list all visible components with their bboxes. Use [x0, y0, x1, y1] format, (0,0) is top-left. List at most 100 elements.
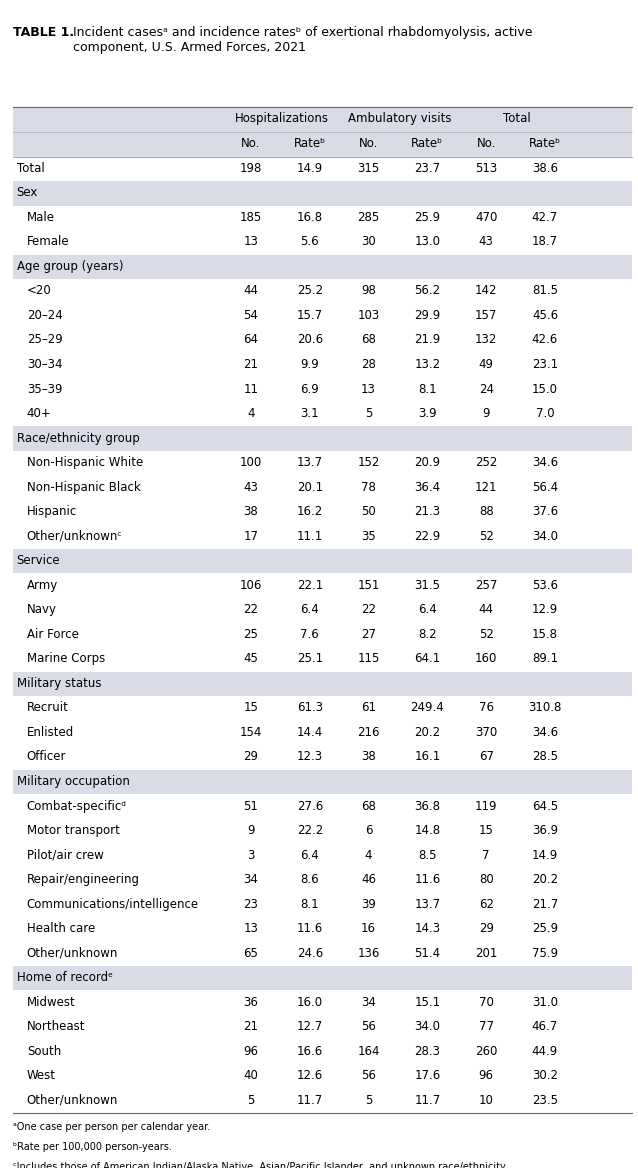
Text: 14.8: 14.8 [414, 825, 440, 837]
Text: 27: 27 [361, 628, 376, 641]
Text: 45: 45 [244, 653, 258, 666]
Text: 6.4: 6.4 [300, 849, 319, 862]
Text: 8.1: 8.1 [300, 898, 319, 911]
Text: 68: 68 [361, 334, 376, 347]
Text: 56.4: 56.4 [532, 481, 558, 494]
Text: 4: 4 [248, 408, 255, 420]
Text: 28: 28 [361, 359, 376, 371]
Text: 51.4: 51.4 [414, 947, 440, 960]
Text: 11.7: 11.7 [414, 1094, 440, 1107]
Text: 3.9: 3.9 [418, 408, 436, 420]
Text: 16.6: 16.6 [297, 1045, 323, 1058]
Text: Ambulatory visits: Ambulatory visits [348, 112, 451, 125]
Text: No.: No. [241, 137, 261, 150]
Text: 10: 10 [478, 1094, 494, 1107]
Text: 24: 24 [478, 383, 494, 396]
Text: 5: 5 [365, 408, 373, 420]
Text: ᵃOne case per person per calendar year.: ᵃOne case per person per calendar year. [13, 1122, 210, 1133]
Text: 9: 9 [248, 825, 255, 837]
Text: 151: 151 [357, 579, 380, 592]
Text: 22.1: 22.1 [297, 579, 323, 592]
Text: 12.3: 12.3 [297, 751, 323, 764]
Text: 12.7: 12.7 [297, 1021, 323, 1034]
Text: 67: 67 [478, 751, 494, 764]
Text: 103: 103 [357, 310, 380, 322]
Text: 8.6: 8.6 [300, 874, 319, 887]
Text: Hispanic: Hispanic [27, 506, 77, 519]
Text: 4: 4 [365, 849, 373, 862]
Text: 15.0: 15.0 [532, 383, 558, 396]
Text: 21.7: 21.7 [532, 898, 558, 911]
Text: 61: 61 [361, 702, 376, 715]
Text: Incident casesᵃ and incidence ratesᵇ of exertional rhabdomyolysis, active
compon: Incident casesᵃ and incidence ratesᵇ of … [73, 26, 533, 54]
Text: 22: 22 [361, 604, 376, 617]
Text: 30.2: 30.2 [532, 1070, 558, 1083]
Text: 513: 513 [475, 162, 497, 175]
Text: 310.8: 310.8 [528, 702, 561, 715]
Text: 62: 62 [478, 898, 494, 911]
Text: 21: 21 [244, 359, 258, 371]
Text: 164: 164 [357, 1045, 380, 1058]
Text: 29.9: 29.9 [414, 310, 440, 322]
Text: 18.7: 18.7 [532, 236, 558, 249]
Text: 8.5: 8.5 [418, 849, 436, 862]
Text: Recruit: Recruit [27, 702, 69, 715]
Text: 68: 68 [361, 800, 376, 813]
Text: 46: 46 [361, 874, 376, 887]
Text: 14.9: 14.9 [532, 849, 558, 862]
Text: 61.3: 61.3 [297, 702, 323, 715]
Text: 12.6: 12.6 [297, 1070, 323, 1083]
Text: 54: 54 [244, 310, 258, 322]
Text: TABLE 1.: TABLE 1. [13, 26, 74, 39]
Text: 470: 470 [475, 211, 498, 224]
Text: Other/unknownᶜ: Other/unknownᶜ [27, 530, 122, 543]
Text: 39: 39 [361, 898, 376, 911]
Bar [13, 966, 632, 990]
Text: 13.7: 13.7 [414, 898, 440, 911]
Bar [13, 132, 632, 157]
Text: 28.5: 28.5 [532, 751, 558, 764]
Text: 13: 13 [244, 236, 258, 249]
Text: 106: 106 [240, 579, 262, 592]
Text: Pilot/air crew: Pilot/air crew [27, 849, 103, 862]
Text: 257: 257 [475, 579, 498, 592]
Text: 49: 49 [478, 359, 494, 371]
Text: Age group (years): Age group (years) [17, 260, 123, 273]
Text: 16.8: 16.8 [297, 211, 323, 224]
Text: 11.6: 11.6 [414, 874, 440, 887]
Text: Navy: Navy [27, 604, 57, 617]
Text: 20.9: 20.9 [414, 457, 440, 470]
Text: Repair/engineering: Repair/engineering [27, 874, 140, 887]
Text: 36: 36 [244, 996, 258, 1009]
Text: 7.6: 7.6 [300, 628, 319, 641]
Text: 11.7: 11.7 [297, 1094, 323, 1107]
Text: 249.4: 249.4 [410, 702, 444, 715]
Text: Total: Total [503, 112, 531, 125]
Text: 40: 40 [244, 1070, 258, 1083]
Text: 23.5: 23.5 [532, 1094, 558, 1107]
Text: 16: 16 [361, 923, 376, 936]
Text: ᶜIncludes those of American Indian/Alaska Native, Asian/Pacific Islander, and un: ᶜIncludes those of American Indian/Alask… [13, 1162, 507, 1168]
Text: Non-Hispanic White: Non-Hispanic White [27, 457, 143, 470]
Text: Home of recordᵉ: Home of recordᵉ [17, 972, 112, 985]
Text: 34.0: 34.0 [415, 1021, 440, 1034]
Text: No.: No. [359, 137, 378, 150]
Text: 132: 132 [475, 334, 498, 347]
Bar [13, 549, 632, 573]
Text: 20.1: 20.1 [297, 481, 323, 494]
Text: 36.8: 36.8 [415, 800, 440, 813]
Text: 89.1: 89.1 [532, 653, 558, 666]
Text: 81.5: 81.5 [532, 285, 558, 298]
Text: 160: 160 [475, 653, 498, 666]
Text: Rateᵇ: Rateᵇ [412, 137, 443, 150]
Text: 20.2: 20.2 [532, 874, 558, 887]
Bar [13, 426, 632, 451]
Text: 198: 198 [240, 162, 262, 175]
Text: Rateᵇ: Rateᵇ [529, 137, 561, 150]
Text: 52: 52 [478, 530, 494, 543]
Text: 80: 80 [478, 874, 494, 887]
Text: 20.6: 20.6 [297, 334, 323, 347]
Text: 30–34: 30–34 [27, 359, 63, 371]
Text: Race/ethnicity group: Race/ethnicity group [17, 432, 139, 445]
Text: 42.7: 42.7 [532, 211, 558, 224]
